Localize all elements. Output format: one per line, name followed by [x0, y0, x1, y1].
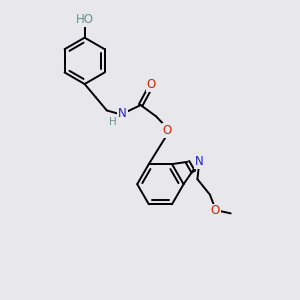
Text: H: H — [109, 117, 117, 127]
Text: N: N — [118, 107, 127, 121]
Text: O: O — [211, 205, 220, 218]
Text: O: O — [163, 124, 172, 137]
Text: N: N — [194, 155, 203, 169]
Text: O: O — [147, 78, 156, 91]
Text: HO: HO — [76, 13, 94, 26]
